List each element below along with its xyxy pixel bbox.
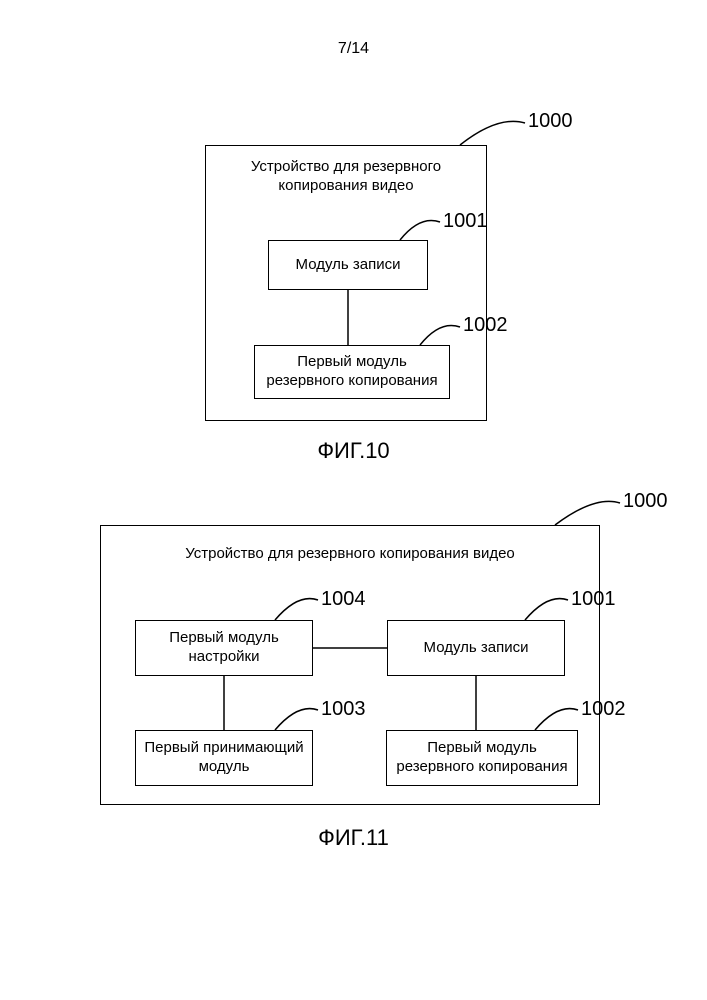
fig11-node-recorder-label: Модуль записи: [424, 639, 529, 658]
fig10-ref-1000: 1000: [528, 110, 573, 133]
fig11-container-title: Устройство для резервного копирования ви…: [110, 545, 590, 564]
fig10-node-first-backup: Первый модуль резервного копирования: [254, 345, 450, 399]
fig11-node-first-backup-label: Первый модуль резервного копирования: [393, 739, 571, 777]
fig11-node-first-receiver-label: Первый принимающий модуль: [142, 739, 306, 777]
fig10-ref-1002: 1002: [463, 314, 508, 337]
fig10-node-recorder-label: Модуль записи: [296, 256, 401, 275]
fig11-ref-1002: 1002: [581, 698, 626, 721]
page: 7/14 Устройство для резервного копирован…: [0, 0, 707, 1000]
fig11-caption: ФИГ.11: [0, 825, 707, 851]
fig11-ref-1001: 1001: [571, 588, 616, 611]
fig10-ref-1001: 1001: [443, 210, 488, 233]
fig10-caption: ФИГ.10: [0, 438, 707, 464]
fig10-node-recorder: Модуль записи: [268, 240, 428, 290]
fig11-node-first-setup: Первый модуль настройки: [135, 620, 313, 676]
fig11-node-first-setup-label: Первый модуль настройки: [142, 629, 306, 667]
fig10-node-first-backup-label: Первый модуль резервного копирования: [261, 353, 443, 391]
fig11-ref-1000: 1000: [623, 490, 668, 513]
fig11-ref-1003: 1003: [321, 698, 366, 721]
fig11-ref-1004: 1004: [321, 588, 366, 611]
page-number: 7/14: [0, 40, 707, 58]
fig10-container-title: Устройство для резервного копирования ви…: [215, 158, 477, 196]
fig11-node-recorder: Модуль записи: [387, 620, 565, 676]
fig11-node-first-backup: Первый модуль резервного копирования: [386, 730, 578, 786]
fig11-node-first-receiver: Первый принимающий модуль: [135, 730, 313, 786]
